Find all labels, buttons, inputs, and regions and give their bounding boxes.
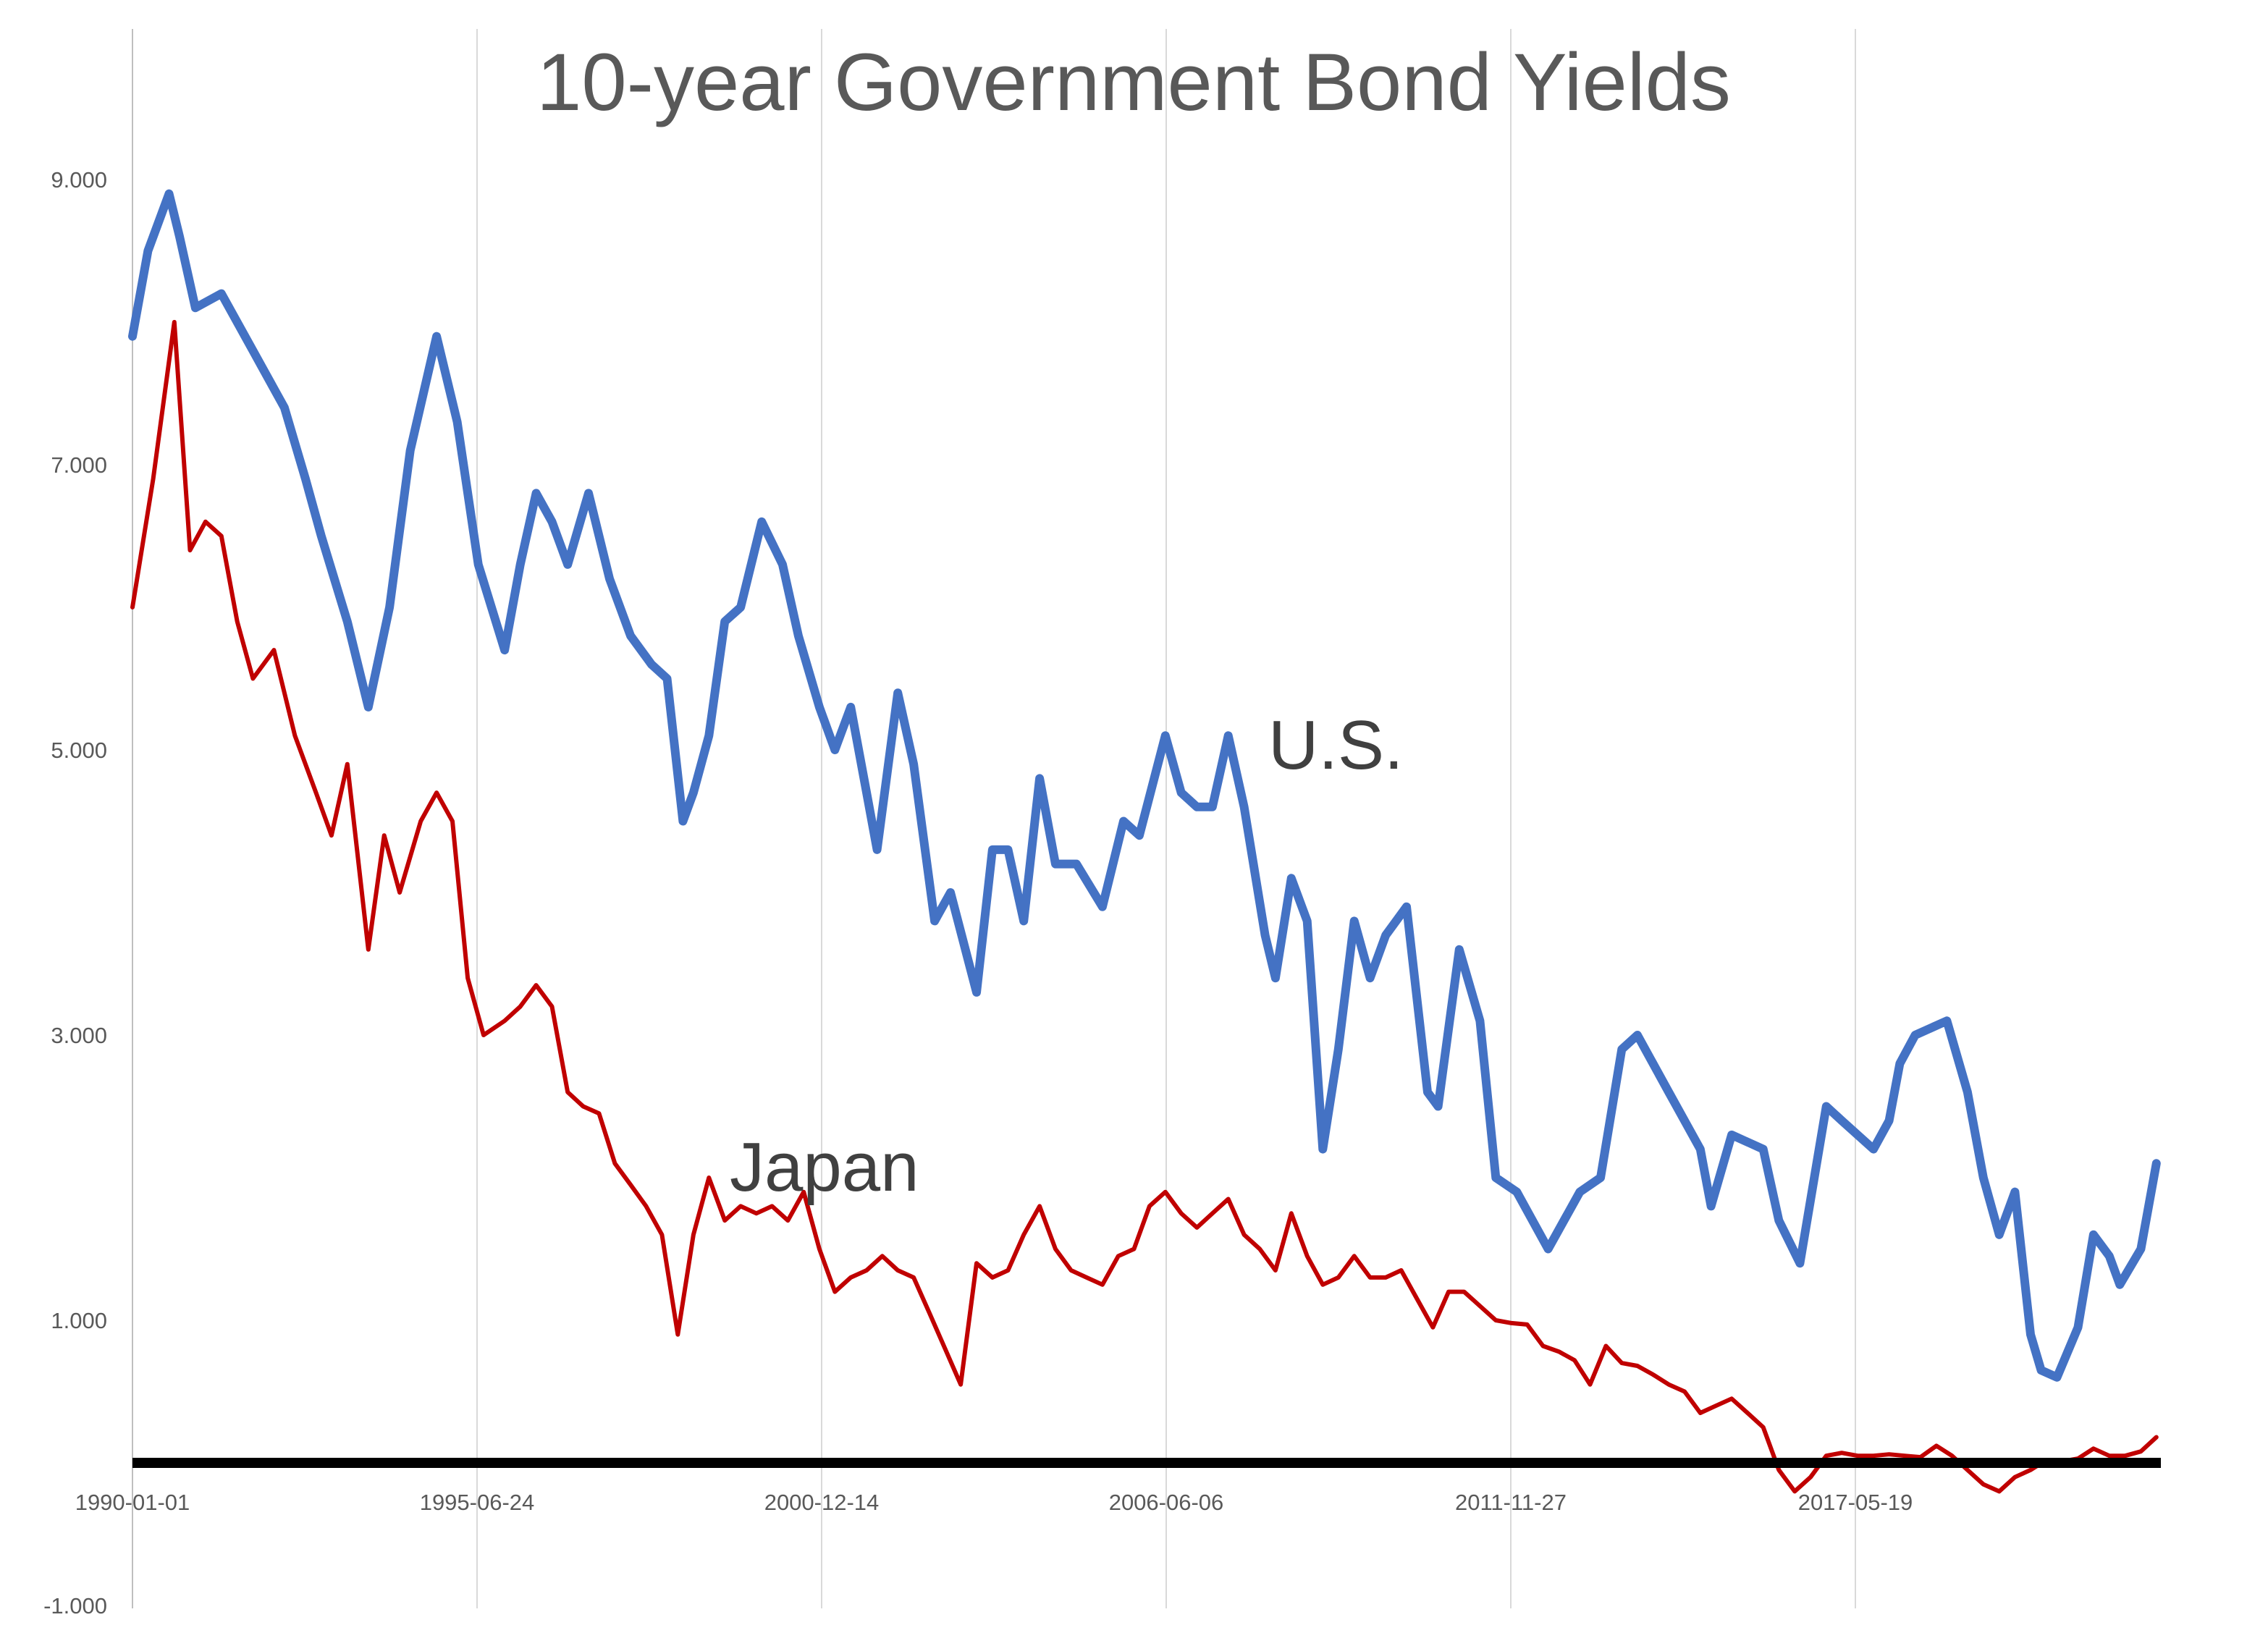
- y-tick-label: 9.000: [51, 167, 107, 193]
- x-tick-label: 1995-06-24: [420, 1490, 535, 1515]
- series-lines: [128, 189, 2161, 1494]
- chart-title: 10-year Government Bond Yields: [536, 37, 1731, 127]
- y-axis-tick-labels: -1.000 1.000 3.000 5.000 7.000 9.000: [43, 167, 107, 1618]
- annotation-us: U.S.: [1268, 706, 1404, 784]
- x-tick-label: 2000-12-14: [764, 1490, 880, 1515]
- annotation-japan: Japan: [730, 1128, 919, 1206]
- x-tick-label: 2006-06-06: [1109, 1490, 1224, 1515]
- series-line-us: [128, 189, 2161, 1382]
- y-tick-label: -1.000: [43, 1593, 107, 1618]
- grid-lines: [476, 29, 1856, 1608]
- x-tick-label: 2017-05-19: [1798, 1490, 1913, 1515]
- y-tick-label: 5.000: [51, 738, 107, 763]
- y-tick-label: 1.000: [51, 1308, 107, 1333]
- x-tick-label: 2011-11-27: [1455, 1490, 1567, 1515]
- y-tick-label: 3.000: [51, 1023, 107, 1048]
- series-line-japan: [130, 320, 2159, 1494]
- y-tick-label: 7.000: [51, 452, 107, 478]
